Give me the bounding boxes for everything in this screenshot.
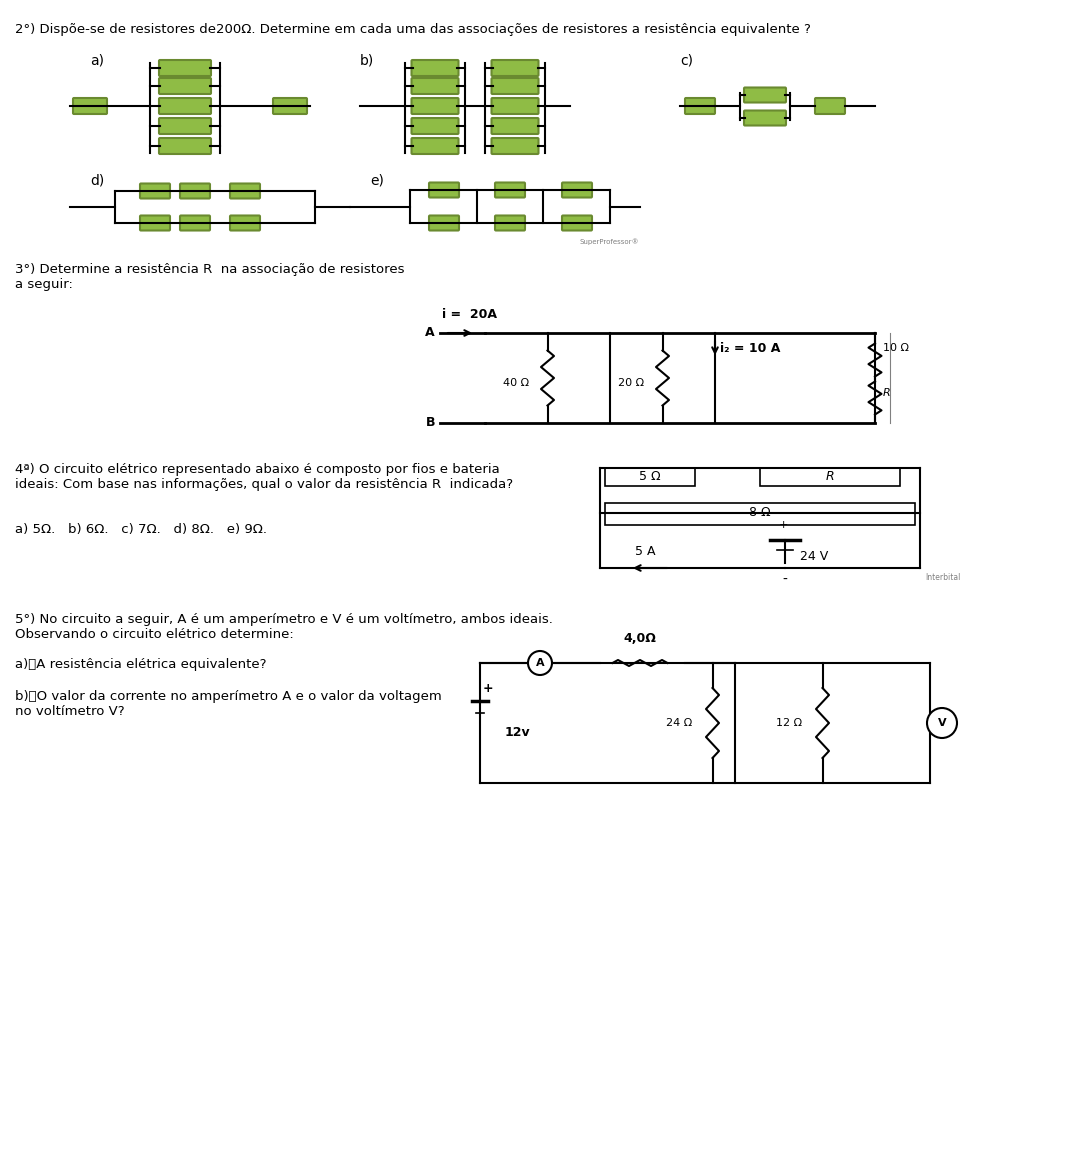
Text: Interbital: Interbital xyxy=(925,573,960,582)
Bar xyxy=(605,503,915,525)
Text: 24 Ω: 24 Ω xyxy=(666,718,693,728)
FancyBboxPatch shape xyxy=(495,183,524,198)
Circle shape xyxy=(927,708,957,738)
Text: i =  20A: i = 20A xyxy=(442,308,498,321)
Text: 20 Ω: 20 Ω xyxy=(618,378,645,388)
Text: a): a) xyxy=(90,53,104,67)
FancyBboxPatch shape xyxy=(491,78,538,94)
Bar xyxy=(760,468,900,486)
Text: 40 Ω: 40 Ω xyxy=(503,378,530,388)
Text: A: A xyxy=(425,327,435,339)
FancyBboxPatch shape xyxy=(411,118,458,134)
FancyBboxPatch shape xyxy=(159,118,211,134)
Text: c): c) xyxy=(680,53,693,67)
FancyBboxPatch shape xyxy=(495,215,524,230)
Text: +: + xyxy=(483,682,494,695)
Text: a) 5Ω.   b) 6Ω.   c) 7Ω.   d) 8Ω.   e) 9Ω.: a) 5Ω. b) 6Ω. c) 7Ω. d) 8Ω. e) 9Ω. xyxy=(15,523,266,536)
FancyBboxPatch shape xyxy=(411,98,458,113)
FancyBboxPatch shape xyxy=(685,98,715,113)
Text: i₂ = 10 A: i₂ = 10 A xyxy=(720,342,780,354)
Text: 5 A: 5 A xyxy=(634,545,656,558)
Text: a)	A resistência elétrica equivalente?: a) A resistência elétrica equivalente? xyxy=(15,658,266,670)
FancyBboxPatch shape xyxy=(230,183,260,198)
FancyBboxPatch shape xyxy=(159,98,211,113)
FancyBboxPatch shape xyxy=(562,215,592,230)
FancyBboxPatch shape xyxy=(72,98,107,113)
Text: A: A xyxy=(536,658,545,668)
Circle shape xyxy=(528,651,552,675)
FancyBboxPatch shape xyxy=(140,183,169,198)
Text: V: V xyxy=(938,718,947,728)
FancyBboxPatch shape xyxy=(491,138,538,154)
FancyBboxPatch shape xyxy=(744,110,786,125)
FancyBboxPatch shape xyxy=(491,60,538,76)
FancyBboxPatch shape xyxy=(230,215,260,230)
Text: 4,0Ω: 4,0Ω xyxy=(624,632,657,645)
Text: 3°) Determine a resistência R  na associação de resistores
a seguir:: 3°) Determine a resistência R na associa… xyxy=(15,263,404,291)
FancyBboxPatch shape xyxy=(491,118,538,134)
Text: 8 Ω: 8 Ω xyxy=(749,506,771,520)
FancyBboxPatch shape xyxy=(411,60,458,76)
FancyBboxPatch shape xyxy=(744,88,786,103)
Text: 2°) Dispõe-se de resistores de200Ω. Determine em cada uma das associações de res: 2°) Dispõe-se de resistores de200Ω. Dete… xyxy=(15,23,811,36)
Text: b)	O valor da corrente no amperímetro A e o valor da voltagem
no voltímetro V?: b) O valor da corrente no amperímetro A … xyxy=(15,690,441,718)
FancyBboxPatch shape xyxy=(562,183,592,198)
FancyBboxPatch shape xyxy=(159,78,211,94)
Text: d): d) xyxy=(90,173,104,186)
Text: -: - xyxy=(782,573,788,587)
FancyBboxPatch shape xyxy=(159,60,211,76)
Text: +: + xyxy=(778,520,788,530)
Text: e): e) xyxy=(370,173,384,186)
Text: b): b) xyxy=(360,53,374,67)
Text: R: R xyxy=(883,388,891,398)
Text: SuperProfessor®: SuperProfessor® xyxy=(580,239,640,244)
Text: B: B xyxy=(425,417,435,430)
FancyBboxPatch shape xyxy=(140,215,169,230)
FancyBboxPatch shape xyxy=(180,183,210,198)
FancyBboxPatch shape xyxy=(273,98,307,113)
FancyBboxPatch shape xyxy=(180,215,210,230)
Text: 12 Ω: 12 Ω xyxy=(776,718,803,728)
FancyBboxPatch shape xyxy=(429,215,459,230)
FancyBboxPatch shape xyxy=(411,138,458,154)
Text: 5°) No circuito a seguir, A é um amperímetro e V é um voltímetro, ambos ideais.
: 5°) No circuito a seguir, A é um amperím… xyxy=(15,613,553,642)
FancyBboxPatch shape xyxy=(159,138,211,154)
Bar xyxy=(605,468,695,486)
Text: R: R xyxy=(826,470,835,484)
Text: 4ª) O circuito elétrico representado abaixo é composto por fios e bateria
ideais: 4ª) O circuito elétrico representado aba… xyxy=(15,463,513,491)
Text: 12v: 12v xyxy=(505,726,531,740)
FancyBboxPatch shape xyxy=(411,78,458,94)
FancyBboxPatch shape xyxy=(429,183,459,198)
FancyBboxPatch shape xyxy=(815,98,845,113)
Text: 5 Ω: 5 Ω xyxy=(640,470,661,484)
FancyBboxPatch shape xyxy=(491,98,538,113)
Text: 10 Ω: 10 Ω xyxy=(883,343,909,353)
Text: 24 V: 24 V xyxy=(800,550,828,563)
